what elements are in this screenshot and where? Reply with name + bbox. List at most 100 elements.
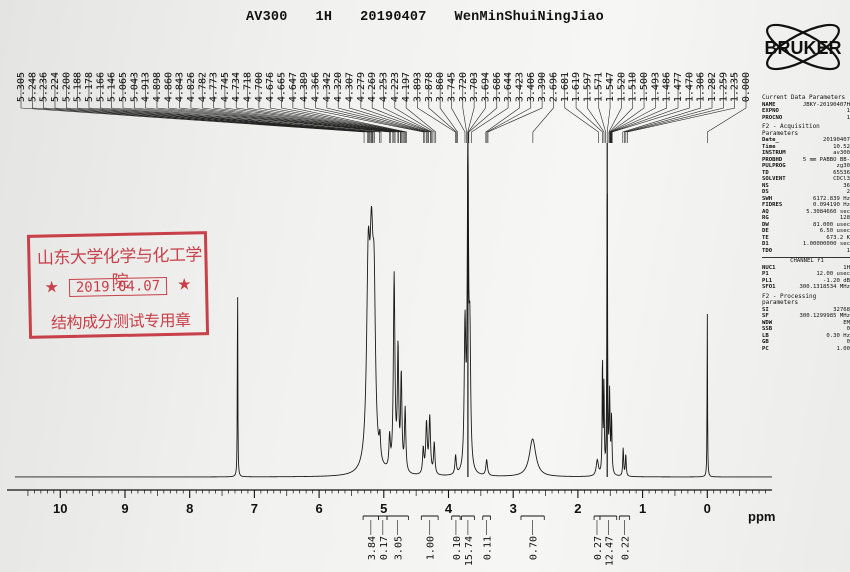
peak-leader-line bbox=[611, 74, 690, 143]
peak-leader-line bbox=[269, 74, 406, 143]
x-tick-label: 4 bbox=[445, 501, 453, 516]
peak-label: 3.878 bbox=[424, 72, 435, 102]
peak-leader-line bbox=[609, 74, 634, 143]
peak-label: 4.718 bbox=[243, 72, 254, 102]
peak-label: 1.619 bbox=[571, 72, 582, 102]
peak-leader-line bbox=[281, 74, 406, 143]
peak-label: 2.696 bbox=[548, 72, 559, 102]
param-row: TE 673.2 K bbox=[762, 235, 850, 242]
peak-label: 5.200 bbox=[61, 72, 72, 102]
param-row: PULPROG zg30 bbox=[762, 163, 850, 170]
peak-leader-line bbox=[43, 74, 369, 143]
peak-label: 1.259 bbox=[718, 72, 729, 102]
param-row: EXPNO 1 bbox=[762, 108, 850, 115]
param-key: Date_ bbox=[762, 137, 779, 143]
peak-leader-line bbox=[326, 74, 427, 143]
param-row: RG 128 bbox=[762, 215, 850, 222]
param-key: WDW bbox=[762, 319, 773, 326]
x-tick-label: 7 bbox=[251, 501, 258, 516]
param-row: DW 81.000 usec bbox=[762, 222, 850, 229]
peak-leader-line bbox=[428, 74, 457, 143]
param-key: DE bbox=[762, 228, 769, 234]
x-tick-label: 6 bbox=[315, 501, 322, 516]
param-value: CDCl3 bbox=[833, 176, 850, 182]
param-value: 5 mm PABBO BB- bbox=[802, 156, 850, 163]
peak-leader-line bbox=[99, 74, 374, 143]
param-row: FIDRES 0.094190 Hz bbox=[762, 202, 850, 209]
param-value: 128 bbox=[839, 215, 850, 221]
date-code-label: 20190407 bbox=[360, 10, 427, 25]
x-tick-label: 9 bbox=[121, 501, 128, 516]
peak-label: 4.734 bbox=[231, 72, 242, 102]
peak-label: 1.510 bbox=[628, 72, 639, 102]
integral-value: 15.74 bbox=[464, 536, 475, 566]
peak-leader-line bbox=[609, 74, 645, 143]
peak-leader-line bbox=[564, 74, 599, 143]
peak-label: 5.043 bbox=[129, 72, 140, 102]
peak-label: 5.248 bbox=[27, 72, 38, 102]
peak-label: 4.700 bbox=[254, 72, 265, 102]
peak-label: 4.320 bbox=[333, 72, 344, 102]
param-key: SSB bbox=[762, 326, 773, 332]
param-value: 1 bbox=[846, 247, 850, 254]
peak-label: 3.720 bbox=[458, 72, 469, 102]
param-value: 65536 bbox=[833, 169, 850, 176]
param-value: 6.50 usec bbox=[819, 228, 850, 234]
param-key: EXPNO bbox=[762, 108, 779, 114]
peak-label: 4.773 bbox=[209, 72, 220, 102]
param-value: 1.00000000 sec bbox=[802, 241, 850, 247]
param-value: zg30 bbox=[836, 163, 850, 169]
peak-label: 1.306 bbox=[696, 72, 707, 102]
param-row: SFO1 300.1318534 MHz bbox=[762, 284, 850, 291]
peak-label: 3.686 bbox=[492, 72, 503, 102]
param-key: DS bbox=[762, 189, 769, 195]
nucleus-label: 1H bbox=[315, 10, 333, 25]
peak-label: 4.223 bbox=[390, 72, 401, 102]
peak-label: 5.166 bbox=[95, 72, 106, 102]
peak-leader-line bbox=[235, 74, 402, 143]
peak-label: 4.676 bbox=[265, 72, 276, 102]
param-row: NUC1 1H bbox=[762, 265, 850, 272]
param-key: PROCNO bbox=[762, 114, 783, 121]
param-value: 12.00 usec bbox=[816, 271, 850, 277]
peak-label: 3.390 bbox=[537, 72, 548, 102]
param-row: SI 32768 bbox=[762, 307, 850, 314]
param-key: P1 bbox=[762, 271, 769, 277]
param-value: 673.2 K bbox=[826, 234, 850, 241]
peak-leader-line bbox=[608, 74, 622, 143]
param-value: 6172.839 Hz bbox=[812, 195, 850, 202]
peak-leader-line bbox=[20, 74, 365, 143]
peak-leader-line bbox=[122, 74, 380, 143]
peak-label: 4.307 bbox=[345, 72, 356, 102]
param-key: FIDRES bbox=[762, 202, 783, 208]
param-value: 36 bbox=[843, 182, 850, 189]
param-value: 20190407 bbox=[823, 137, 850, 143]
peak-label: 5.178 bbox=[84, 72, 95, 102]
peak-leader-line bbox=[156, 74, 391, 143]
param-value: -1.20 dB bbox=[823, 277, 850, 284]
param-row: INSTRUM av300 bbox=[762, 150, 850, 157]
peak-label: 1.235 bbox=[730, 72, 741, 102]
param-value: JBKY-20190407H bbox=[802, 101, 850, 108]
param-key: RG bbox=[762, 215, 769, 221]
param-value: 1H bbox=[843, 264, 850, 271]
integral-value: 0.10 bbox=[452, 536, 463, 560]
peak-label: 1.470 bbox=[684, 72, 695, 102]
param-row: PROBHD 5 mm PABBO BB- bbox=[762, 157, 850, 164]
peak-leader-line bbox=[292, 74, 407, 143]
peak-leader-line bbox=[467, 74, 486, 143]
param-value: 300.1318534 MHz bbox=[799, 284, 850, 290]
peak-leader-line bbox=[624, 74, 713, 143]
param-key: D1 bbox=[762, 241, 769, 247]
peak-leader-line bbox=[32, 74, 369, 143]
param-row: NS 36 bbox=[762, 183, 850, 190]
instrument-label: AV300 bbox=[246, 10, 288, 25]
param-key: SF bbox=[762, 313, 769, 319]
param-value: 0.094190 Hz bbox=[812, 202, 850, 208]
peak-leader-line bbox=[532, 74, 554, 143]
param-value: 1 bbox=[846, 114, 850, 121]
peak-label: 4.197 bbox=[401, 72, 412, 102]
peak-leader-line bbox=[622, 74, 701, 143]
peak-label: 3.893 bbox=[412, 72, 423, 102]
